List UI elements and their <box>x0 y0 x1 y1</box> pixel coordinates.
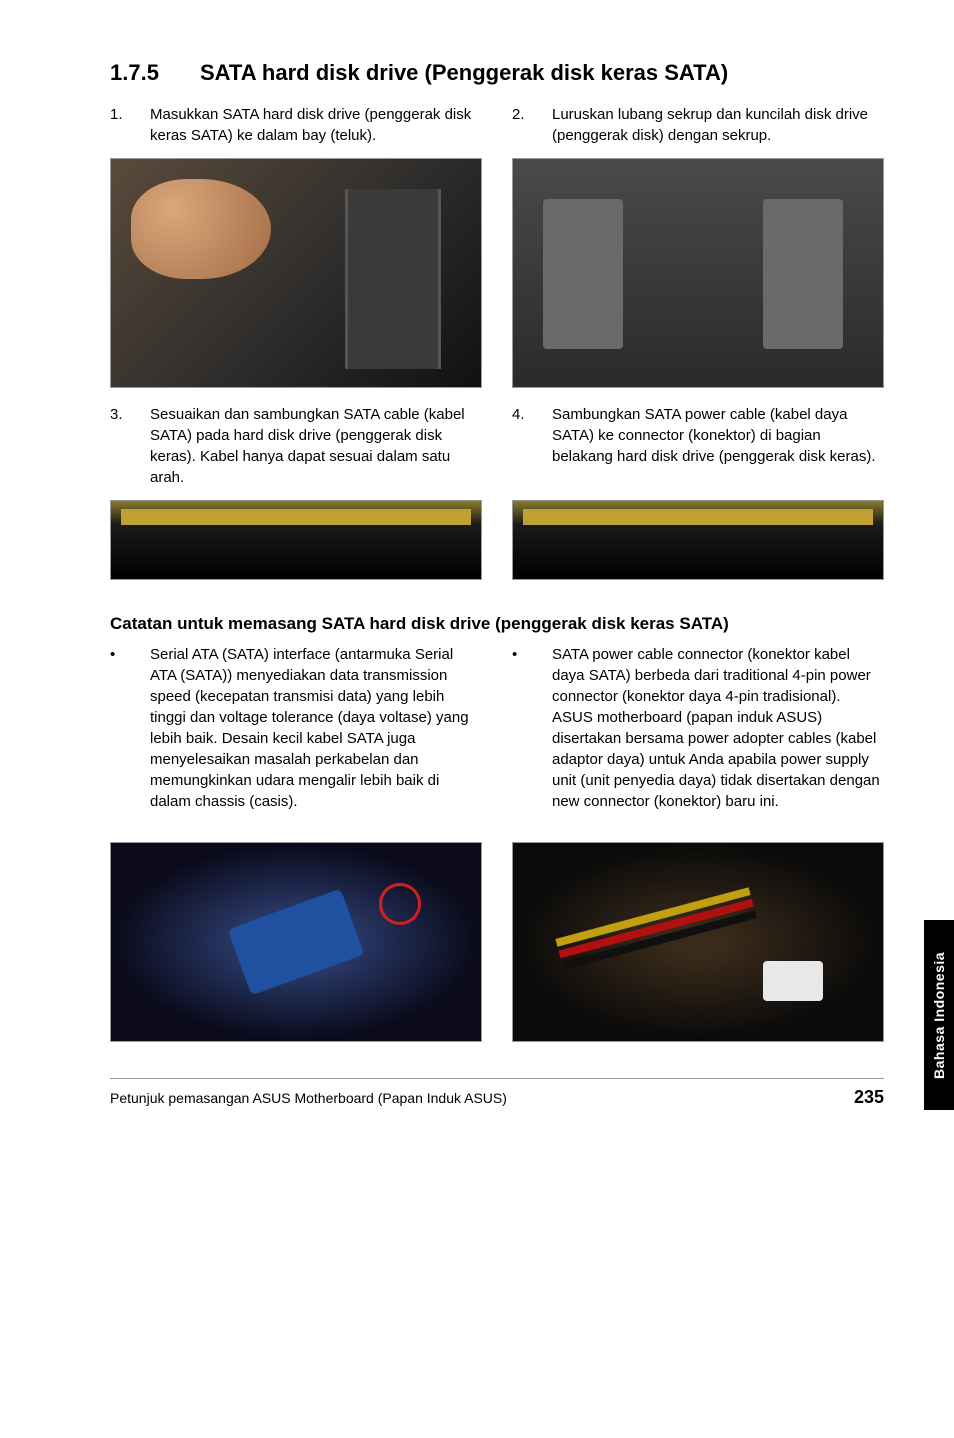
note-1-image <box>110 842 482 1042</box>
step-2-image <box>512 158 884 388</box>
step-2: 2. Luruskan lubang sekrup dan kuncilah d… <box>512 104 884 146</box>
bullet-marker: • <box>512 644 552 812</box>
section-heading: 1.7.5 SATA hard disk drive (Penggerak di… <box>110 60 884 86</box>
step-text: Sesuaikan dan sambungkan SATA cable (kab… <box>150 404 482 488</box>
step-4-image <box>512 500 884 580</box>
section-title-text: SATA hard disk drive (Penggerak disk ker… <box>200 60 728 86</box>
page-footer: Petunjuk pemasangan ASUS Motherboard (Pa… <box>110 1078 884 1108</box>
step-1-image <box>110 158 482 388</box>
note-bullet-1: • Serial ATA (SATA) interface (antarmuka… <box>110 644 482 812</box>
note-bullet-2: • SATA power cable connector (konektor k… <box>512 644 884 812</box>
section-number: 1.7.5 <box>110 60 200 86</box>
step-text: Sambungkan SATA power cable (kabel daya … <box>552 404 884 467</box>
step-number: 1. <box>110 104 150 146</box>
bullet-text: SATA power cable connector (konektor kab… <box>552 644 884 812</box>
step-3-image <box>110 500 482 580</box>
bullet-marker: • <box>110 644 150 812</box>
notes-heading: Catatan untuk memasang SATA hard disk dr… <box>110 614 884 634</box>
step-text: Luruskan lubang sekrup dan kuncilah disk… <box>552 104 884 146</box>
step-number: 4. <box>512 404 552 467</box>
step-3: 3. Sesuaikan dan sambungkan SATA cable (… <box>110 404 482 488</box>
step-number: 2. <box>512 104 552 146</box>
step-text: Masukkan SATA hard disk drive (penggerak… <box>150 104 482 146</box>
footer-text: Petunjuk pemasangan ASUS Motherboard (Pa… <box>110 1090 507 1106</box>
page-number: 235 <box>854 1087 884 1108</box>
bullet-text: Serial ATA (SATA) interface (antarmuka S… <box>150 644 482 812</box>
language-tab: Bahasa Indonesia <box>924 920 954 1110</box>
step-4: 4. Sambungkan SATA power cable (kabel da… <box>512 404 884 467</box>
step-1: 1. Masukkan SATA hard disk drive (pengge… <box>110 104 482 146</box>
step-number: 3. <box>110 404 150 488</box>
note-2-image <box>512 842 884 1042</box>
